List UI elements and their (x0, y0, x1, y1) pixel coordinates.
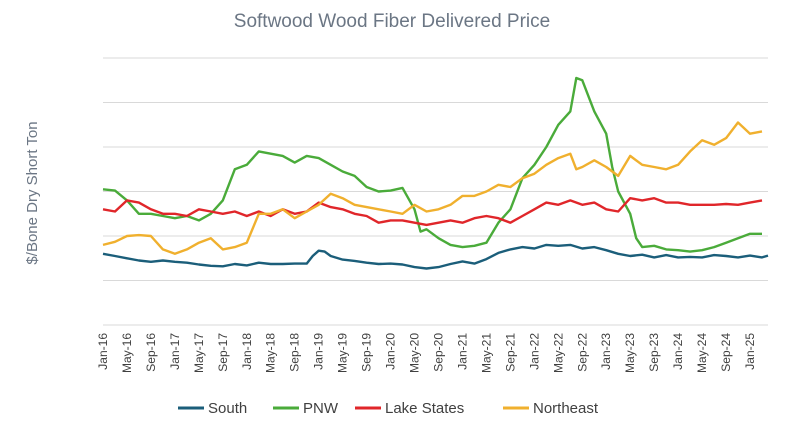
legend: South PNW Lake States Northeast (178, 400, 599, 417)
series-line-northeast (102, 121, 763, 256)
x-tick-label: Sep-16 (144, 333, 158, 372)
legend-item-south: South (178, 400, 247, 417)
x-tick-label: Jan-19 (312, 333, 326, 370)
series-line-lake-states (102, 196, 763, 227)
legend-item-lake-states: Lake States (355, 400, 464, 417)
x-tick-label: Jan-17 (168, 333, 182, 370)
y-axis-label: $/Bone Dry Short Ton (24, 121, 41, 264)
x-tick-label: May-19 (336, 333, 350, 373)
x-tick-label: Jan-23 (599, 333, 613, 370)
legend-label: Northeast (533, 400, 599, 417)
series-line-pnw (102, 76, 762, 253)
x-tick-label: Jan-24 (671, 333, 685, 370)
x-tick-label: Jan-25 (743, 333, 757, 370)
x-tick-label: Sep-18 (288, 333, 302, 372)
x-tick-label: Jan-20 (384, 333, 398, 370)
x-tick-label: Jan-18 (240, 333, 254, 370)
x-tick-label: Sep-23 (647, 333, 661, 372)
legend-label: South (208, 400, 247, 417)
x-tick-label: May-17 (192, 333, 206, 373)
legend-item-northeast: Northeast (503, 400, 599, 417)
legend-item-pnw: PNW (273, 400, 339, 417)
x-tick-label: May-23 (623, 333, 637, 373)
x-tick-label: May-20 (408, 333, 422, 373)
x-tick-label: Jan-16 (96, 333, 110, 370)
x-tick-label: Jan-22 (527, 333, 541, 370)
series-lines (102, 76, 769, 270)
x-tick-label: May-18 (264, 333, 278, 373)
x-tick-label: Sep-19 (360, 333, 374, 372)
series-line-south (102, 243, 769, 270)
x-tick-label: May-16 (120, 333, 134, 373)
chart-title: Softwood Wood Fiber Delivered Price (234, 11, 550, 32)
x-tick-label: Sep-20 (431, 333, 445, 372)
legend-label: Lake States (385, 400, 464, 417)
legend-label: PNW (303, 400, 339, 417)
gridlines (103, 57, 768, 326)
x-tick-label: May-24 (695, 333, 709, 373)
x-tick-label: Jan-21 (455, 333, 469, 370)
x-tick-label: May-22 (551, 333, 565, 373)
x-tick-label: Sep-24 (719, 333, 733, 372)
x-tick-labels: Jan-16 May-16 Sep-16 Jan-17 May-17 Sep-17 Jan-… (96, 333, 757, 373)
x-tick-label: Sep-21 (503, 333, 517, 372)
x-tick-label: Sep-17 (216, 333, 230, 372)
x-tick-label: May-21 (479, 333, 493, 373)
x-tick-label: Sep-22 (575, 333, 589, 372)
